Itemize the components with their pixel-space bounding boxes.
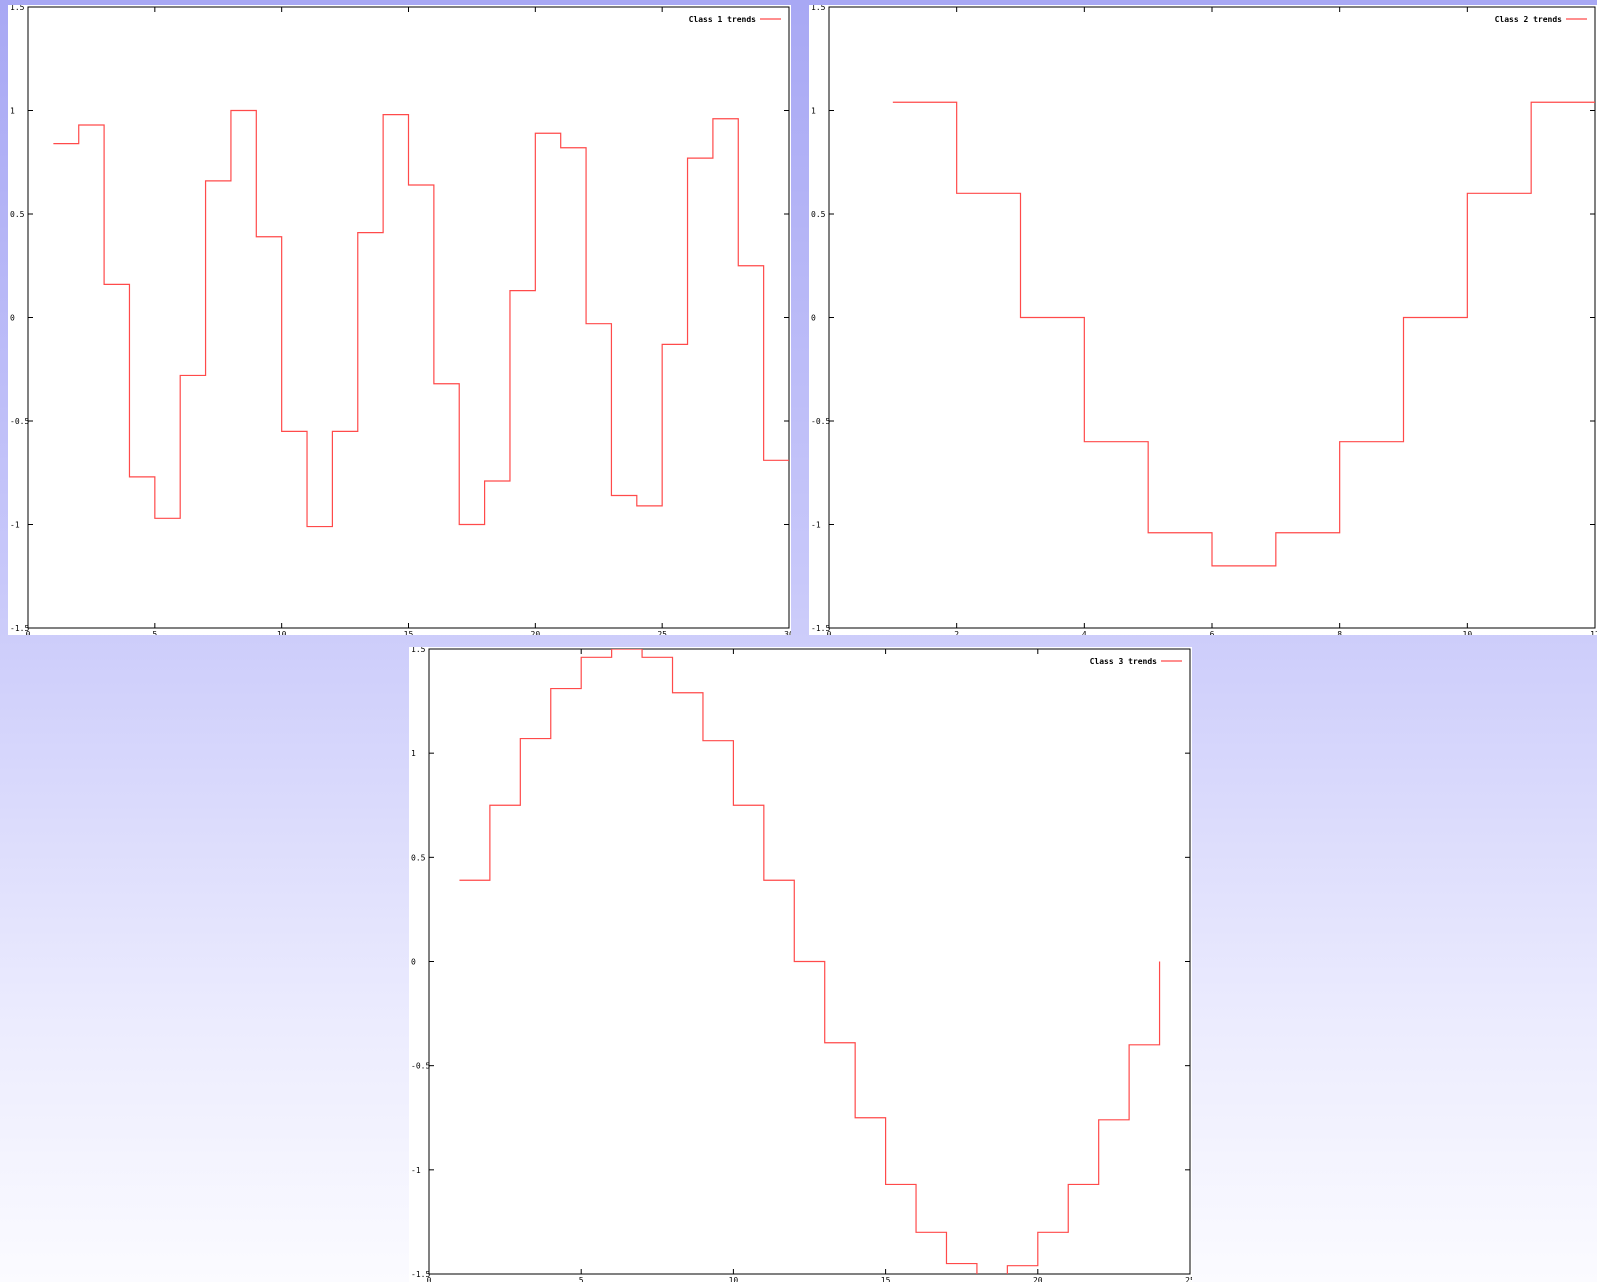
series-line [53, 109, 789, 528]
y-tick-label: -1 [811, 521, 821, 530]
legend-label: Class 2 trends [1495, 15, 1563, 24]
y-tick-label: -0.5 [811, 417, 830, 426]
y-tick-label: 0 [411, 958, 416, 967]
series-line [459, 649, 1161, 1274]
x-tick-label: 25 [657, 630, 667, 635]
chart-panel-class-1: 0 5 10 15 20 25 30 1.5 1 0.5 0 -0.5 -1 -1.5 Class 1 tr… [8, 5, 791, 635]
x-tick-label: 8 [1337, 630, 1342, 635]
chart-class-2: 0 2 4 6 8 10 12 1.5 1 0.5 0 -0.5 -1 -1.5 Class 2 trend… [811, 5, 1597, 635]
x-tick-label: 10 [729, 1276, 739, 1282]
y-tick-label: -0.5 [10, 417, 29, 426]
y-tick-label: 0.5 [10, 210, 25, 219]
chart-panel-class-3: 0 5 10 15 20 25 1.5 1 0.5 0 -0.5 -1 -1.5 Class 3 tren… [409, 647, 1192, 1282]
y-tick-label: 0 [10, 314, 15, 323]
x-tick-label: 6 [1210, 630, 1215, 635]
x-tick-label: 5 [152, 630, 157, 635]
y-tick-label: 1 [411, 749, 416, 758]
series-line [892, 101, 1595, 567]
y-tick-label: 1.5 [811, 5, 826, 12]
y-tick-label: -1.5 [10, 624, 29, 633]
x-tick-label: 15 [881, 1276, 891, 1282]
y-tick-label: -1.5 [811, 624, 830, 633]
y-tick-label: 1.5 [10, 5, 25, 12]
chart-class-1: 0 5 10 15 20 25 30 1.5 1 0.5 0 -0.5 -1 -1.5 Class 1 tr… [10, 5, 791, 635]
y-tick-label: -1.5 [411, 1270, 430, 1279]
x-tick-label: 4 [1082, 630, 1087, 635]
x-tick-label: 0 [827, 630, 832, 635]
y-tick-label: 0.5 [811, 210, 826, 219]
x-tick-label: 2 [954, 630, 959, 635]
x-tick-label: 25 [1185, 1276, 1192, 1282]
y-tick-label: -1 [411, 1166, 421, 1175]
chart-class-3: 0 5 10 15 20 25 1.5 1 0.5 0 -0.5 -1 -1.5 Class 3 tren… [411, 647, 1192, 1282]
legend-label: Class 3 trends [1090, 657, 1158, 666]
y-tick-label: 1.5 [411, 647, 426, 654]
y-tick-label: -1 [10, 521, 20, 530]
legend-label: Class 1 trends [689, 15, 757, 24]
x-tick-label: 15 [404, 630, 414, 635]
y-tick-label: 0 [811, 314, 816, 323]
y-tick-label: 1 [10, 107, 15, 116]
x-tick-label: 10 [277, 630, 287, 635]
x-tick-label: 5 [579, 1276, 584, 1282]
x-tick-label: 0 [26, 630, 31, 635]
y-tick-label: 0.5 [411, 853, 426, 862]
y-tick-label: -0.5 [411, 1062, 430, 1071]
x-tick-label: 12 [1590, 630, 1597, 635]
plot-frame [27, 6, 790, 629]
x-tick-label: 30 [784, 630, 791, 635]
x-tick-label: 10 [1463, 630, 1473, 635]
x-tick-label: 20 [1033, 1276, 1043, 1282]
x-tick-label: 0 [427, 1276, 432, 1282]
chart-panel-class-2: 0 2 4 6 8 10 12 1.5 1 0.5 0 -0.5 -1 -1.5 Class 2 trend… [809, 5, 1597, 635]
y-tick-label: 1 [811, 107, 816, 116]
x-tick-label: 20 [531, 630, 541, 635]
